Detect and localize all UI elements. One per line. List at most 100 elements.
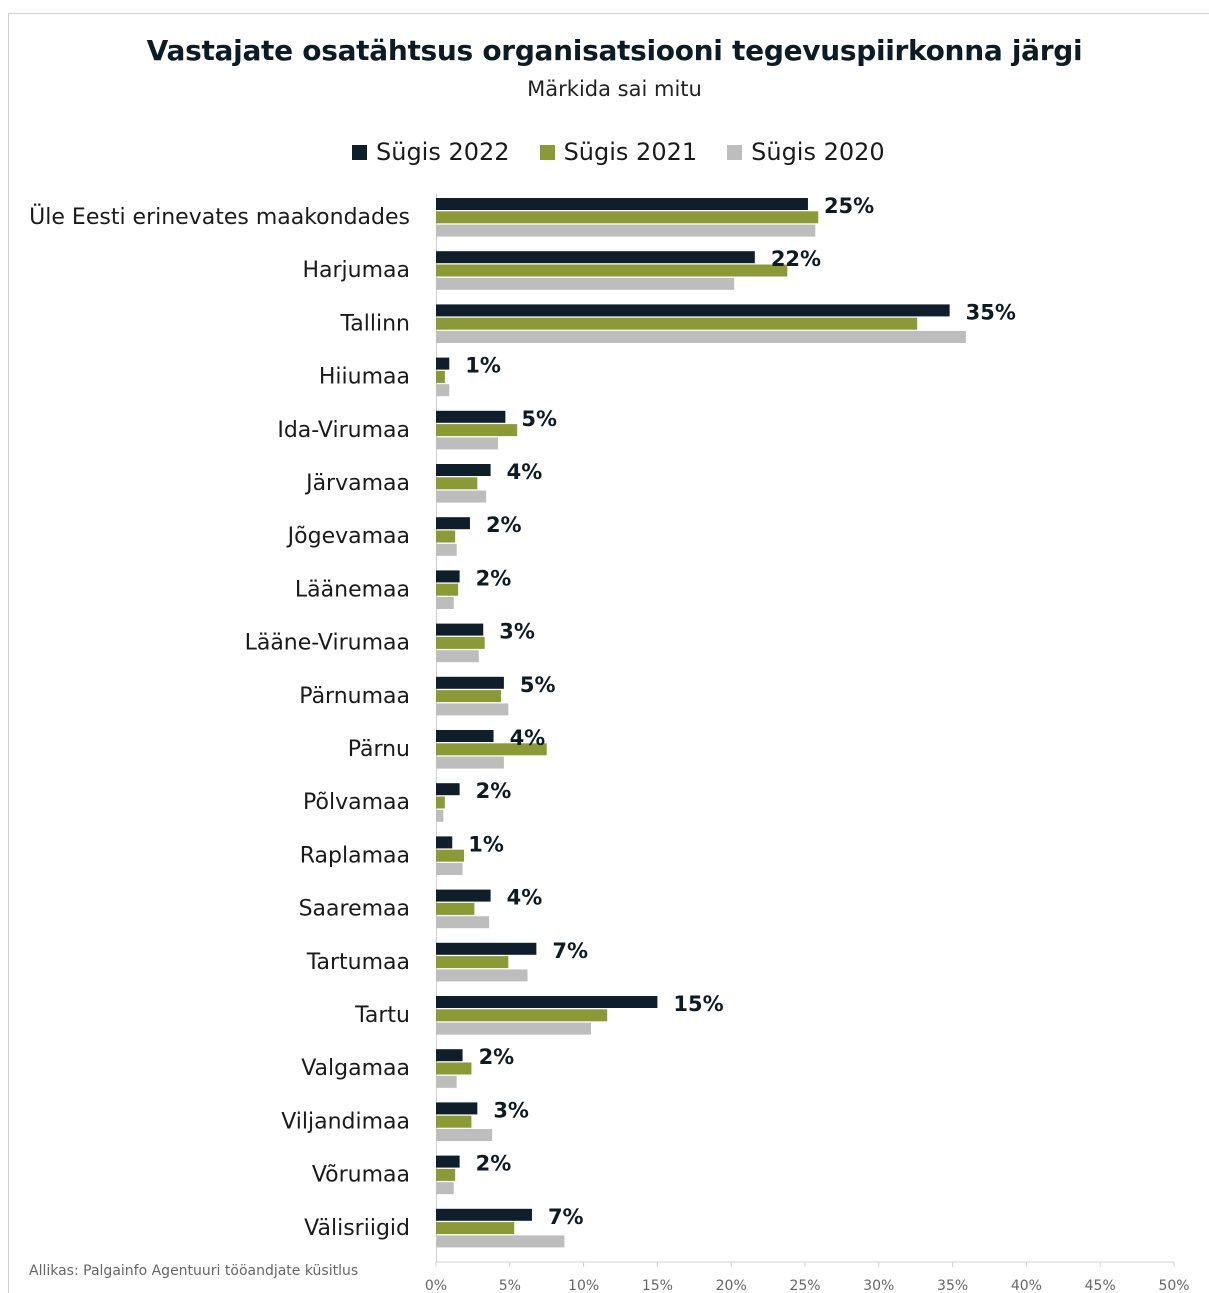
chart-legend: Sügis 2022 Sügis 2021 Sügis 2020 <box>352 136 915 168</box>
source-note: Allikas: Palgainfo Agentuuri tööandjate … <box>29 1263 359 1279</box>
data-label-jarvamaa: 4% <box>507 460 543 484</box>
bar-sugis-2022-valisriigid <box>436 1208 532 1221</box>
category-label-ule-eesti-erinevates-maakondades: Üle Eesti erinevates maakondades <box>29 204 410 230</box>
category-label-parnumaa: Pärnumaa <box>299 684 410 709</box>
data-label-ule-eesti-erinevates-maakondades: 25% <box>824 194 874 218</box>
chart-subtitle: Märkida sai mitu <box>527 77 702 101</box>
category-label-parnu: Pärnu <box>348 737 410 762</box>
data-label-jogevamaa: 2% <box>486 513 522 537</box>
bar-sugis-2022-ule-eesti-erinevates-maakondades <box>436 198 808 210</box>
bar-sugis-2022-valgamaa <box>436 1049 463 1062</box>
category-label-valgamaa: Valgamaa <box>301 1056 410 1081</box>
category-label-harjumaa: Harjumaa <box>302 258 410 283</box>
bar-sugis-2022-laane-virumaa <box>436 623 484 636</box>
bar-sugis-2021-tartumaa <box>436 956 509 969</box>
bar-sugis-2022-saaremaa <box>436 889 491 902</box>
bar-sugis-2022-tartumaa <box>436 942 537 955</box>
data-label-hiiumaa: 1% <box>465 354 501 378</box>
bar-sugis-2021-ule-eesti-erinevates-maakondades <box>436 211 819 224</box>
data-label-ida-virumaa: 5% <box>521 407 557 431</box>
category-label-viljandimaa: Viljandimaa <box>281 1109 410 1134</box>
category-label-tartu: Tartu <box>354 1003 410 1028</box>
legend-item-sygis-2021: Sügis 2021 <box>539 138 698 166</box>
data-label-polvamaa: 2% <box>476 779 512 803</box>
category-label-polvamaa: Põlvamaa <box>303 790 410 815</box>
category-label-hiiumaa: Hiiumaa <box>319 365 410 390</box>
bar-sugis-2020-tallinn <box>436 331 966 343</box>
category-label-valisriigid: Välisriigid <box>304 1216 410 1241</box>
data-label-vorumaa: 2% <box>476 1152 512 1176</box>
data-label-parnumaa: 5% <box>520 673 556 697</box>
data-label-tartumaa: 7% <box>552 939 588 963</box>
bar-sugis-2021-valisriigid <box>436 1222 515 1235</box>
data-label-laane-virumaa: 3% <box>499 620 535 644</box>
bar-sugis-2021-harjumaa <box>436 264 788 277</box>
x-tick-label: 35% <box>937 1278 968 1293</box>
chart-title: Vastajate osatähtsus organisatsiooni teg… <box>146 34 1083 67</box>
bar-sugis-2020-ule-eesti-erinevates-maakondades <box>436 224 816 237</box>
legend-item-sygis-2020: Sügis 2020 <box>727 138 885 166</box>
category-label-jarvamaa: Järvamaa <box>304 471 410 496</box>
bar-sugis-2022-laanemaa <box>436 570 460 583</box>
x-tick-label: 20% <box>716 1278 747 1293</box>
x-tick-label: 45% <box>1085 1278 1116 1293</box>
category-label-ida-virumaa: Ida-Virumaa <box>277 418 410 443</box>
bar-sugis-2022-hiiumaa <box>436 357 450 370</box>
bar-sugis-2022-parnu <box>436 730 494 742</box>
data-label-valgamaa: 2% <box>479 1045 515 1069</box>
bar-sugis-2021-tallinn <box>436 317 918 330</box>
bar-sugis-2020-saaremaa <box>436 916 490 929</box>
category-label-tartumaa: Tartumaa <box>306 950 410 975</box>
bar-sugis-2022-jogevamaa <box>436 517 470 530</box>
bar-sugis-2022-ida-virumaa <box>436 410 506 423</box>
legend-label-sygis-2020: Sügis 2020 <box>751 138 885 166</box>
bar-sugis-2021-hiiumaa <box>436 370 445 383</box>
legend-swatch-sygis-2021 <box>539 144 555 160</box>
bar-sugis-2021-jogevamaa <box>436 530 456 543</box>
bar-sugis-2022-raplamaa <box>436 836 453 849</box>
legend-label-sygis-2022: Sügis 2022 <box>376 138 510 166</box>
bar-sugis-2020-vorumaa <box>436 1182 454 1195</box>
bar-sugis-2020-valisriigid <box>436 1235 565 1248</box>
bar-sugis-2020-harjumaa <box>436 277 735 290</box>
bar-sugis-2021-parnumaa <box>436 690 501 703</box>
data-label-parnu: 4% <box>510 726 546 750</box>
x-tick-label: 0% <box>425 1278 447 1293</box>
category-label-saaremaa: Saaremaa <box>299 897 410 922</box>
category-label-laane-virumaa: Lääne-Virumaa <box>245 631 410 656</box>
x-tick-label: 10% <box>568 1278 599 1293</box>
bar-sugis-2022-parnumaa <box>436 676 504 689</box>
x-tick-label: 5% <box>499 1278 521 1293</box>
bar-sugis-2020-parnumaa <box>436 703 509 716</box>
bar-sugis-2021-vorumaa <box>436 1168 456 1181</box>
bar-sugis-2022-harjumaa <box>436 251 755 264</box>
bar-sugis-2020-polvamaa <box>436 809 444 822</box>
bar-sugis-2020-ida-virumaa <box>436 437 498 450</box>
category-label-raplamaa: Raplamaa <box>300 843 410 868</box>
bar-sugis-2020-hiiumaa <box>436 384 450 397</box>
bar-sugis-2022-polvamaa <box>436 783 460 796</box>
bar-sugis-2022-viljandimaa <box>436 1102 478 1115</box>
bar-sugis-2021-laane-virumaa <box>436 636 485 649</box>
bar-sugis-2020-valgamaa <box>436 1075 457 1088</box>
bar-sugis-2020-tartumaa <box>436 969 528 982</box>
bar-sugis-2021-jarvamaa <box>436 477 478 490</box>
category-label-vorumaa: Võrumaa <box>312 1163 410 1188</box>
x-tick-label: 25% <box>789 1278 820 1293</box>
bar-sugis-2020-jarvamaa <box>436 490 487 503</box>
data-label-harjumaa: 22% <box>771 247 821 271</box>
data-label-laanemaa: 2% <box>476 566 512 590</box>
x-tick-label: 30% <box>863 1278 894 1293</box>
data-label-tartu: 15% <box>673 992 723 1016</box>
legend-swatch-sygis-2022 <box>352 144 367 160</box>
category-label-jogevamaa: Jõgevamaa <box>286 524 410 549</box>
bar-sugis-2020-parnu <box>436 756 504 769</box>
data-label-saaremaa: 4% <box>507 886 543 910</box>
bar-sugis-2021-valgamaa <box>436 1062 472 1075</box>
chart-frame <box>8 13 1209 1293</box>
bar-sugis-2020-laane-virumaa <box>436 650 479 663</box>
bar-sugis-2021-viljandimaa <box>436 1115 472 1128</box>
bar-sugis-2021-laanemaa <box>436 583 459 596</box>
legend-label-sygis-2021: Sügis 2021 <box>563 138 698 166</box>
